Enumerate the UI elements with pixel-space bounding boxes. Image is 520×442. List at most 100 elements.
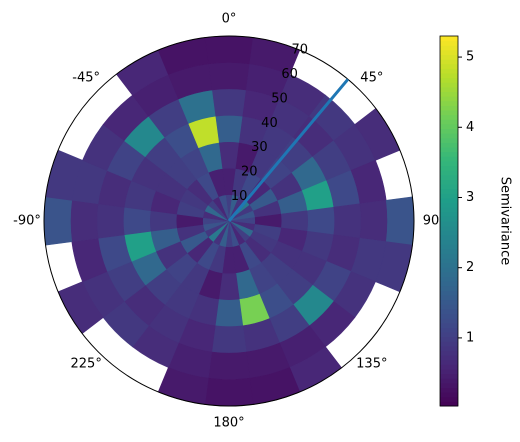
colorbar-label: Semivariance [498, 177, 513, 266]
colorbar-segment [440, 258, 458, 264]
colorbar-segment [440, 387, 458, 393]
r-tick-label: 30 [251, 140, 268, 155]
contour-cell [43, 196, 73, 246]
contour-cell [359, 199, 388, 243]
polar-frame [43, 35, 415, 407]
colorbar-tick-label: 4 [466, 120, 474, 135]
theta-tick-label: -45° [72, 71, 100, 86]
colorbar-segment [440, 96, 458, 102]
colorbar-frame [439, 35, 459, 407]
colorbar-segment [440, 40, 458, 46]
colorbar-segment [440, 59, 458, 65]
colorbar-segment [440, 100, 458, 106]
colorbar-segment [440, 373, 458, 379]
colorbar-segment [440, 221, 458, 227]
theta-tick-label: 135° [356, 356, 387, 371]
colorbar-segment [440, 184, 458, 190]
contour-cell [214, 114, 244, 143]
colorbar-segment [440, 123, 458, 129]
theta-tick-label: 225° [71, 356, 102, 371]
colorbar-segment [440, 230, 458, 236]
colorbar-segment [440, 244, 458, 250]
colorbar-segment [440, 308, 458, 314]
theta-tick-label: 180° [213, 416, 244, 431]
contour-cell [307, 206, 336, 236]
colorbar-segment [440, 73, 458, 79]
colorbar-segment [440, 207, 458, 213]
contour-cell [204, 377, 254, 407]
theta-tick-label: -90° [13, 214, 41, 229]
contour-cell [204, 35, 254, 65]
colorbar-segment [440, 197, 458, 203]
colorbar-segment [440, 304, 458, 310]
colorbar-segment [440, 341, 458, 347]
colorbar-segment [440, 105, 458, 111]
colorbar-segment [440, 179, 458, 185]
colorbar-segment [440, 147, 458, 153]
colorbar-segment [440, 401, 458, 407]
colorbar-segment [440, 174, 458, 180]
colorbar-segment [440, 193, 458, 199]
colorbar-tick-label: 3 [466, 190, 474, 205]
contour-cell [211, 325, 247, 354]
colorbar-segment [440, 137, 458, 143]
colorbar-tick-label: 1 [466, 330, 474, 345]
colorbar-segment [440, 54, 458, 60]
colorbar-segment [440, 202, 458, 208]
colorbar-segment [440, 327, 458, 333]
colorbar-segment [440, 276, 458, 282]
colorbar-segment [440, 313, 458, 319]
colorbar-segment [440, 142, 458, 148]
colorbar-segment [440, 45, 458, 51]
colorbar-segment [440, 290, 458, 296]
colorbar-segment [440, 322, 458, 328]
colorbar-segment [440, 359, 458, 365]
colorbar-segment [440, 91, 458, 97]
colorbar-segment [440, 160, 458, 166]
colorbar-segment [440, 369, 458, 375]
colorbar-segment [440, 378, 458, 384]
colorbar-segment [440, 271, 458, 277]
colorbar-segment [440, 211, 458, 217]
r-tick-label: 70 [292, 43, 309, 58]
colorbar-segment [440, 49, 458, 55]
colorbar-segment [440, 392, 458, 398]
contour-cell [96, 203, 125, 239]
colorbar-segment [440, 82, 458, 88]
colorbar-segment [440, 77, 458, 83]
colorbar-tick-label: 5 [466, 50, 474, 65]
colorbar-segment [440, 119, 458, 125]
contour-cell [211, 88, 247, 117]
colorbar-segment [440, 350, 458, 356]
theta-tick-label: 45° [360, 71, 383, 86]
colorbar-segment [440, 114, 458, 120]
colorbar-segment [440, 253, 458, 259]
colorbar-tick-label: 2 [466, 260, 474, 275]
colorbar-segment [440, 281, 458, 287]
r-tick-label: 10 [231, 189, 248, 204]
contour-cell [214, 299, 244, 328]
colorbar-segment [440, 151, 458, 157]
theta-tick-label: 0° [222, 12, 237, 27]
colorbar-segment [440, 262, 458, 268]
colorbar-segment [440, 364, 458, 370]
colorbar-segment [440, 285, 458, 291]
colorbar-segment [440, 355, 458, 361]
r-tick-label: 60 [281, 67, 298, 82]
r-tick-label: 20 [241, 165, 258, 180]
theta-tick-label: 90 [423, 214, 440, 229]
colorbar-segment [440, 170, 458, 176]
colorbar-segment [440, 318, 458, 324]
colorbar-segment [440, 156, 458, 162]
colorbar-segment [440, 188, 458, 194]
colorbar-segment [440, 248, 458, 254]
colorbar-segment [440, 345, 458, 351]
contour-cell [207, 62, 251, 91]
colorbar-segment [440, 110, 458, 116]
r-tick-label: 50 [271, 91, 288, 106]
contour-cell [333, 203, 362, 239]
colorbar-segment [440, 239, 458, 245]
direction-line [227, 78, 350, 222]
colorbar-segment [440, 225, 458, 231]
